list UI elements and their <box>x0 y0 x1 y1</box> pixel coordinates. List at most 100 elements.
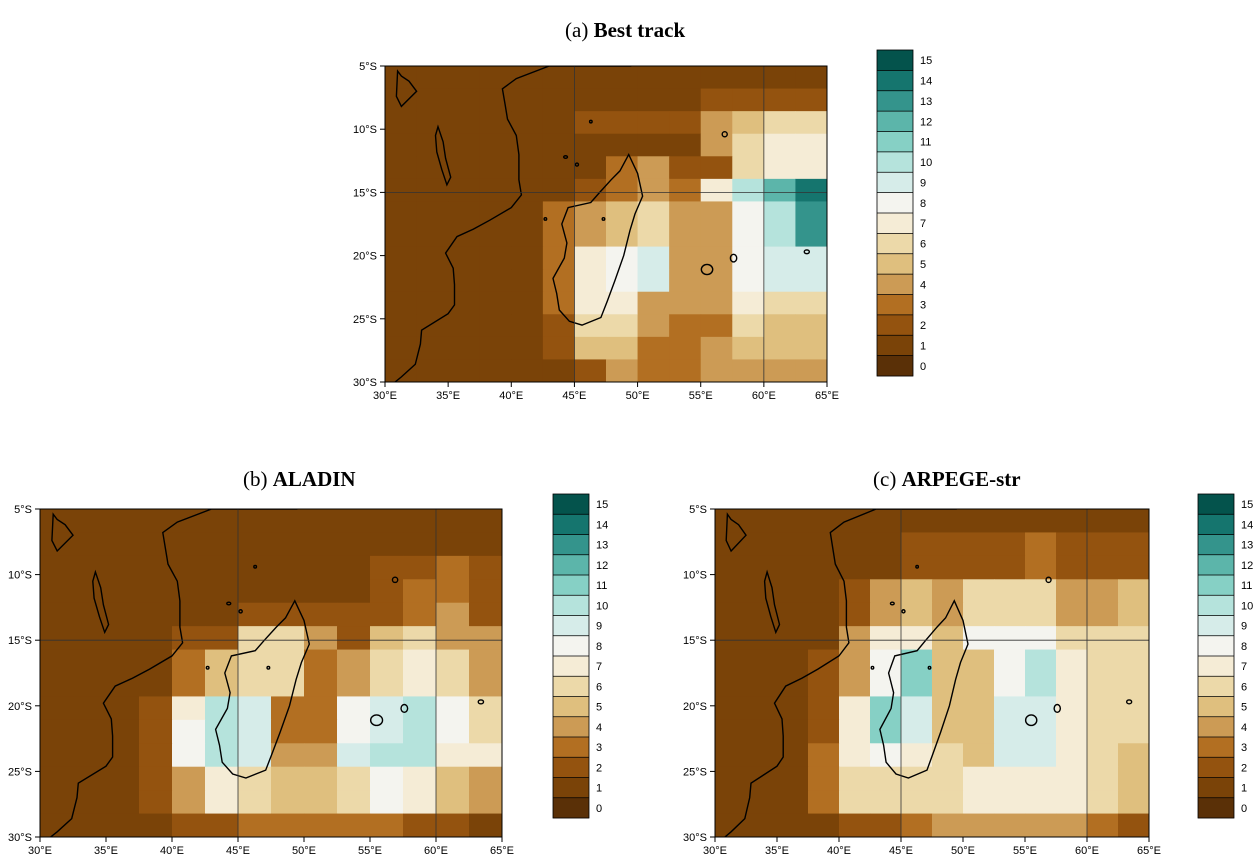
grid-cell <box>385 291 417 315</box>
grid-cell <box>777 696 809 721</box>
grid-cell <box>763 111 796 135</box>
island-outline <box>373 502 378 506</box>
grid-cell <box>932 555 964 580</box>
lon-tick-label: 55°E <box>689 390 713 402</box>
grid-cell <box>732 156 765 180</box>
grid-cell <box>839 555 871 580</box>
colorbar-swatch <box>877 355 913 377</box>
lon-tick-label: 40°E <box>160 845 184 857</box>
island-outline <box>1053 703 1062 714</box>
grid-cell <box>795 336 827 360</box>
lat-tick-label: 5°S <box>689 504 707 516</box>
colorbar-label: 15 <box>920 55 932 67</box>
grid-cell <box>1056 673 1088 697</box>
grid-cell <box>669 359 702 382</box>
grid-cell <box>669 269 702 293</box>
grid-cell <box>715 509 747 533</box>
grid-cell <box>574 66 607 89</box>
grid-cell <box>669 314 702 338</box>
coastlines <box>50 502 485 837</box>
grid-cell <box>870 813 902 837</box>
grid-cell <box>574 314 607 338</box>
grid-cell <box>732 111 765 135</box>
grid-cell <box>963 743 995 768</box>
island-outline <box>543 216 548 221</box>
grid-cell <box>1118 696 1149 721</box>
grid-cell <box>271 813 305 837</box>
grid-cell <box>542 314 575 338</box>
colorbar-swatch <box>553 514 589 535</box>
reference-lines <box>385 66 827 382</box>
grid-cell <box>469 766 502 791</box>
grid-cell <box>511 314 544 338</box>
grid-cell <box>511 336 544 360</box>
grid-cell <box>669 201 702 225</box>
grid-cell <box>436 813 470 837</box>
colorbar-label: 5 <box>596 702 602 714</box>
grid-cell <box>715 813 747 837</box>
grid-cell <box>271 766 305 791</box>
grid-cell <box>715 602 747 627</box>
grid-cell <box>205 532 239 557</box>
grid-cell <box>385 246 417 270</box>
grid-cell <box>106 719 140 744</box>
map-frame <box>39 508 503 838</box>
grid-cell <box>238 649 272 674</box>
colorbar-swatch <box>1198 595 1234 616</box>
grid-cell <box>574 178 607 202</box>
grid-cell <box>777 555 809 580</box>
colorbar-label: 15 <box>596 499 608 511</box>
colorbar-swatch <box>877 233 913 255</box>
grid-cell <box>73 626 107 650</box>
grid-cell <box>808 719 840 744</box>
grid-cell <box>511 88 544 112</box>
island-outline <box>226 601 232 606</box>
grid-cell <box>700 66 733 89</box>
grid-cell <box>1025 813 1057 837</box>
grid-cell <box>1025 509 1057 533</box>
colorbar-swatch <box>553 737 589 758</box>
grid-cell <box>1087 696 1119 721</box>
grid-cell <box>795 133 827 157</box>
grid-cell <box>370 509 404 533</box>
grid-cell <box>139 649 173 674</box>
colorbar-frame <box>876 49 914 377</box>
grid-cell <box>963 602 995 627</box>
panel-c-name: ARPEGE-str <box>901 467 1021 491</box>
grid-cell <box>637 88 670 112</box>
map-c-svg: 30°E 35°E 40°E 45°E 50°E 55°E 60°E 65°E 5°S 10°S 1… <box>683 493 1253 857</box>
colorbar-swatch <box>553 716 589 738</box>
grid-cell <box>40 626 74 650</box>
grid-cell <box>574 156 607 180</box>
grid-cell <box>763 336 796 360</box>
grid-cell <box>106 579 140 604</box>
grid-cell <box>172 579 206 604</box>
grid-cell <box>73 532 107 557</box>
grid-cell <box>574 359 607 382</box>
grid-cell <box>994 673 1026 697</box>
panel-c-letter: (c) <box>873 467 897 491</box>
grid-cell <box>763 291 796 315</box>
grid-cell <box>139 766 173 791</box>
grid-cell <box>606 111 638 135</box>
grid-cell <box>1118 743 1149 768</box>
grid-cell <box>1056 696 1088 721</box>
grid-cell <box>172 555 206 580</box>
grid-cell <box>700 314 733 338</box>
grid-cell <box>479 201 512 225</box>
lat-tick-label: 25°S <box>8 766 32 778</box>
grid-cell <box>172 719 206 744</box>
grid-cell <box>700 269 733 293</box>
grid-cell <box>763 269 796 293</box>
grid-cell <box>205 766 239 791</box>
grid-cell <box>436 509 470 533</box>
grid-cell <box>763 359 796 382</box>
grid-cell <box>73 602 107 627</box>
grid-cell <box>777 509 809 533</box>
grid-cell <box>963 626 995 650</box>
grid-cell <box>808 766 840 791</box>
grid-cell <box>337 555 371 580</box>
grid-cell <box>73 555 107 580</box>
grid-cell <box>304 673 338 697</box>
grid-cell <box>963 790 995 814</box>
